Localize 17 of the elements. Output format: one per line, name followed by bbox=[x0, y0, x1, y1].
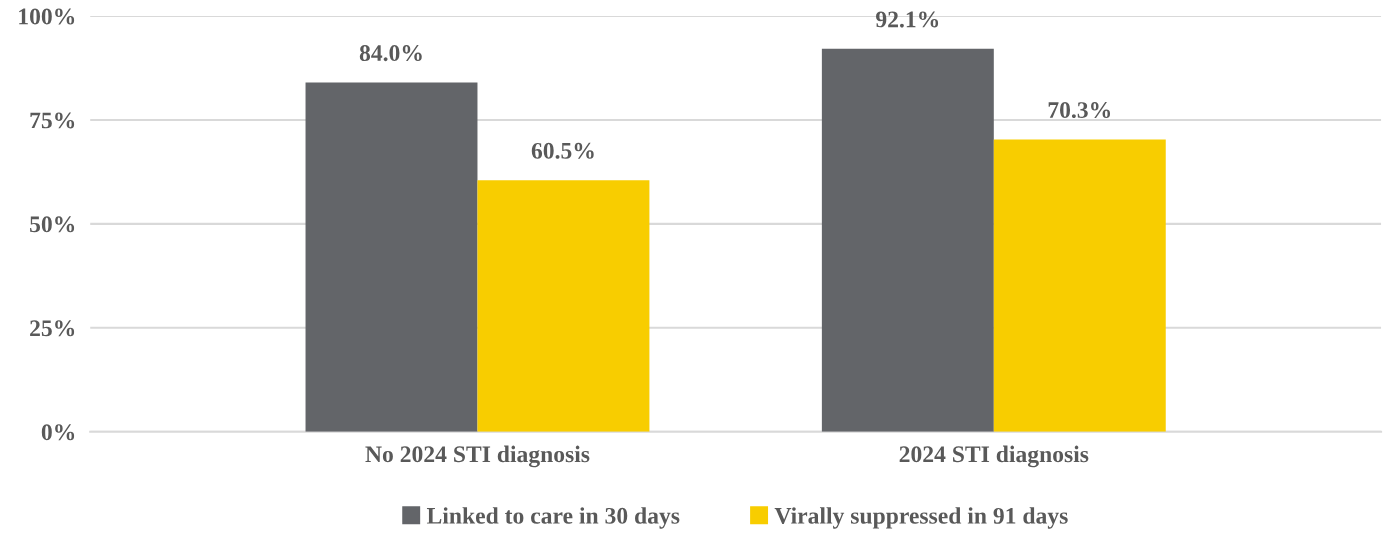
y-tick-label: 25% bbox=[30, 320, 75, 337]
legend-label: Linked to care in 30 days bbox=[426, 507, 680, 529]
x-tick-label: 2024 STI diagnosis bbox=[899, 445, 1089, 468]
data-label: 84.0% bbox=[359, 45, 422, 62]
y-tick-label: 75% bbox=[30, 112, 75, 129]
data-label: 92.1% bbox=[876, 11, 939, 28]
bar bbox=[821, 48, 994, 432]
y-tick-label: 0% bbox=[41, 424, 75, 441]
legend-label: Virally suppressed in 91 days bbox=[774, 507, 1068, 529]
y-tick-label: 50% bbox=[30, 216, 75, 233]
data-label: 70.3% bbox=[1048, 102, 1111, 119]
bar bbox=[305, 82, 478, 432]
bar bbox=[477, 180, 650, 432]
x-tick-label: No 2024 STI diagnosis bbox=[365, 445, 590, 468]
data-label: 60.5% bbox=[531, 142, 594, 159]
bar bbox=[993, 139, 1166, 432]
y-tick-label: 100% bbox=[19, 8, 75, 25]
